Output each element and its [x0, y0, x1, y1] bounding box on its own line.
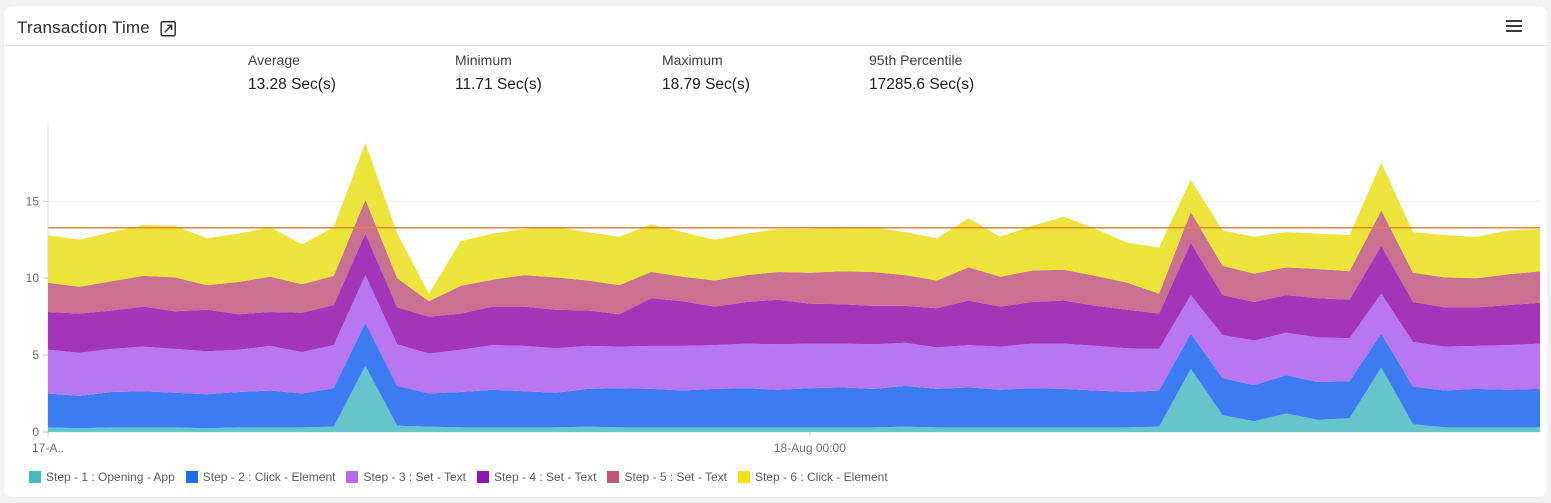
stat-label: Maximum [662, 52, 723, 68]
stat-minimum: Minimum 11.71 Sec(s) [455, 52, 662, 94]
stat-value: 18.79 Sec(s) [662, 76, 750, 93]
legend-label: Step - 1 : Opening - App [46, 470, 175, 484]
area-series-1[interactable] [48, 365, 1540, 432]
legend-label: Step - 5 : Set - Text [624, 470, 727, 484]
stat-value: 13.28 Sec(s) [248, 76, 336, 93]
series-swatch [607, 471, 620, 483]
stat-label: 95th Percentile [869, 52, 963, 68]
legend-label: Step - 4 : Set - Text [493, 470, 597, 484]
y-tick-label: 5 [32, 348, 39, 362]
legend-item-step-6[interactable]: Step - 6 : Click - Element [737, 470, 888, 484]
chart-legend: Step - 1 : Opening - App Step - 2 : Clic… [29, 470, 888, 484]
legend-item-step-1[interactable]: Step - 1 : Opening - App [29, 470, 175, 484]
widget-header: Transaction Time [4, 6, 1547, 46]
legend-label: Step - 2 : Click - Element [202, 470, 336, 484]
widget-menu-button[interactable] [1505, 19, 1523, 35]
legend-label: Step - 3 : Set - Text [363, 470, 466, 484]
stat-label: Minimum [455, 52, 512, 68]
y-tick-label: 10 [26, 271, 40, 285]
chart-canvas[interactable]: 0 5 10 15 17-A.. 18-Aug 00:00 [4, 114, 1547, 466]
area-series-2[interactable] [48, 322, 1540, 429]
legend-label: Step - 6 : Click - Element [754, 470, 888, 484]
stat-value: 11.71 Sec(s) [455, 76, 542, 93]
area-series-6[interactable] [48, 142, 1540, 302]
stat-label: Average [248, 52, 300, 68]
transaction-time-widget: Transaction Time Average 13.28 Sec(s) Mi… [4, 6, 1547, 497]
stat-average: Average 13.28 Sec(s) [248, 52, 455, 94]
series-swatch [737, 471, 750, 483]
series-swatch [476, 471, 489, 483]
expand-chart-button[interactable] [159, 20, 177, 38]
stacked-area-chart[interactable]: 0 5 10 15 17-A.. 18-Aug 00:00 [4, 114, 1547, 466]
x-tick-label: 17-A.. [32, 441, 64, 455]
x-tick-label: 18-Aug 00:00 [774, 441, 846, 455]
area-series-5[interactable] [48, 199, 1540, 317]
legend-item-step-2[interactable]: Step - 2 : Click - Element [185, 470, 336, 484]
area-series-4[interactable] [48, 233, 1540, 354]
y-tick-label: 15 [26, 194, 40, 208]
stats-row: Average 13.28 Sec(s) Minimum 11.71 Sec(s… [248, 52, 1076, 94]
page-title: Transaction Time [17, 18, 150, 37]
stat-maximum: Maximum 18.79 Sec(s) [662, 52, 869, 94]
series-swatch [346, 471, 359, 483]
header-divider [4, 45, 1547, 46]
legend-item-step-3[interactable]: Step - 3 : Set - Text [346, 470, 466, 484]
stat-95th-percentile: 95th Percentile 17285.6 Sec(s) [869, 52, 1076, 94]
legend-item-step-5[interactable]: Step - 5 : Set - Text [607, 470, 727, 484]
series-swatch [185, 471, 198, 483]
area-series-3[interactable] [48, 275, 1540, 396]
series-swatch [29, 471, 41, 483]
hamburger-menu-icon [1505, 19, 1523, 32]
y-tick-label: 0 [32, 425, 39, 439]
open-expand-icon [159, 21, 177, 40]
legend-item-step-4[interactable]: Step - 4 : Set - Text [476, 470, 597, 484]
stat-value: 17285.6 Sec(s) [869, 76, 975, 93]
